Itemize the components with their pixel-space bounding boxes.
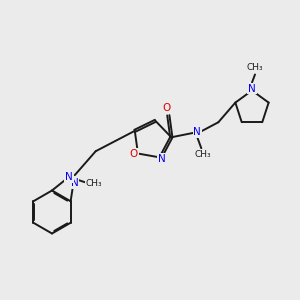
Text: N: N (158, 154, 165, 164)
Text: O: O (130, 148, 138, 158)
Text: N: N (194, 127, 201, 137)
Text: O: O (162, 103, 170, 113)
Text: CH₃: CH₃ (195, 150, 211, 159)
Text: CH₃: CH₃ (85, 179, 102, 188)
Text: N: N (248, 83, 256, 94)
Text: CH₃: CH₃ (247, 63, 263, 72)
Text: N: N (65, 172, 73, 182)
Text: N: N (71, 178, 79, 188)
